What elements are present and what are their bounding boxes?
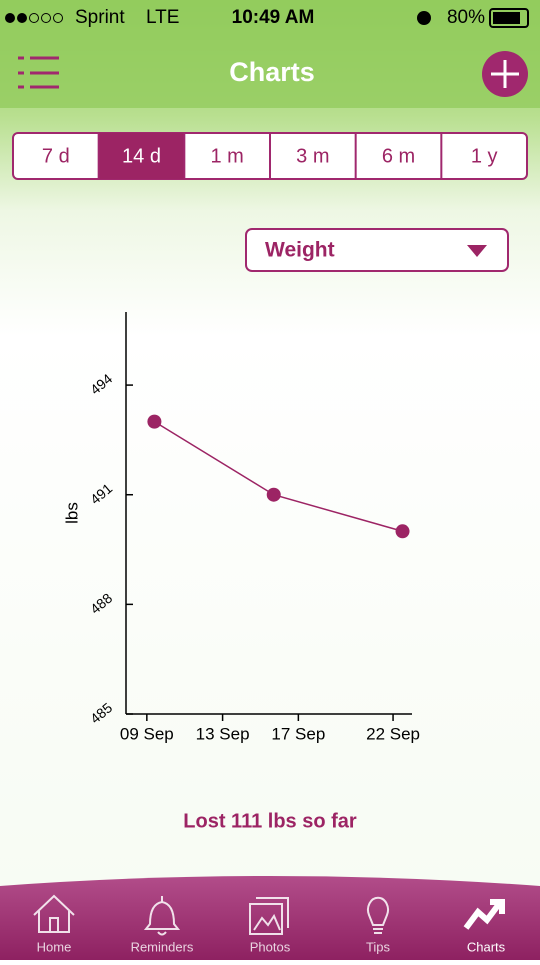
range-tab[interactable]: 1 y — [471, 145, 498, 167]
battery-fill — [493, 12, 520, 24]
tab-label[interactable]: Home — [37, 939, 72, 954]
range-tab[interactable]: 14 d — [122, 145, 161, 167]
menu-button[interactable] — [18, 56, 59, 89]
tab-bar — [0, 876, 540, 960]
data-point — [266, 487, 281, 502]
data-point — [147, 414, 162, 429]
tab-labels: Home Reminders Photos Tips Charts — [37, 939, 506, 954]
header-bg — [0, 0, 540, 108]
header-title: Charts — [229, 57, 315, 87]
network: LTE — [146, 7, 179, 28]
data-point — [395, 524, 410, 539]
x-tick-label: 13 Sep — [196, 724, 250, 743]
range-tab[interactable]: 6 m — [382, 145, 415, 167]
y-axis-label: lbs — [62, 502, 81, 524]
battery-icon — [489, 8, 529, 28]
tab-icons — [33, 894, 389, 936]
add-button[interactable] — [482, 51, 528, 97]
charts-icon — [463, 899, 505, 930]
signal — [5, 13, 63, 23]
summary: Lost 111 lbs so far — [183, 810, 357, 832]
x-tick-label: 09 Sep — [120, 724, 174, 743]
tab-selected-bg — [98, 133, 185, 179]
x-tick-label: 22 Sep — [366, 724, 420, 743]
tab-label[interactable]: Photos — [250, 939, 291, 954]
alarm-icon — [417, 11, 431, 25]
range-tab[interactable]: 1 m — [210, 145, 243, 167]
battery-level: 80% — [447, 7, 485, 28]
tab-label[interactable]: Tips — [366, 939, 391, 954]
range-tab[interactable]: 7 d — [42, 145, 70, 167]
range-tab[interactable]: 3 m — [296, 145, 329, 167]
carrier: Sprint — [75, 7, 125, 28]
dropdown-label: Weight — [265, 239, 335, 262]
metric-dropdown[interactable]: Weight — [245, 228, 509, 272]
tab-label[interactable]: Charts — [467, 939, 506, 954]
range-tabs: 7 d 14 d 1 m 3 m 6 m 1 y — [12, 132, 528, 180]
x-tick-label: 17 Sep — [271, 724, 325, 743]
tab-label[interactable]: Reminders — [131, 939, 194, 954]
time: 10:49 AM — [232, 7, 315, 28]
